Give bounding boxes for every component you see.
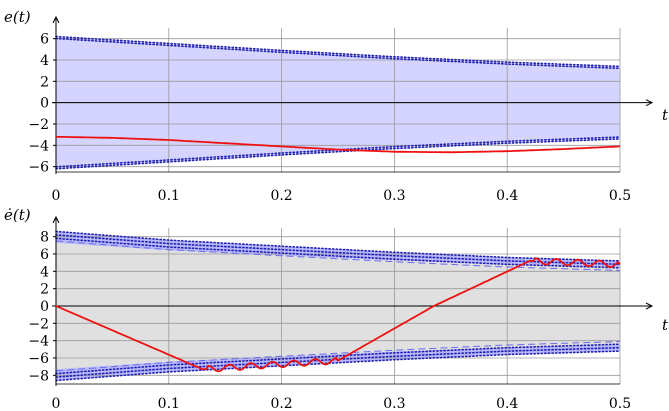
- x-tick-label: 0.3: [383, 396, 405, 411]
- y-tick-label: −4: [28, 334, 49, 350]
- x-axis-arrow: [645, 99, 654, 107]
- band-edge-lower: [55, 138, 621, 170]
- y-tick-label: −2: [28, 117, 49, 133]
- x-tick-label: 0.5: [609, 188, 631, 204]
- y-tick-label: −8: [28, 368, 49, 384]
- band-edge-lower: [55, 343, 621, 375]
- y-tick-label: 2: [40, 282, 49, 298]
- band-edge-dashed-lower: [55, 341, 621, 372]
- band-edge-upper: [55, 234, 621, 266]
- y-axis-label: ė(t): [4, 206, 31, 224]
- x-tick-label: 0: [52, 188, 61, 204]
- y-tick-label: −6: [28, 160, 49, 176]
- x-tick-label: 0.4: [496, 396, 518, 411]
- y-tick-label: 4: [40, 264, 49, 280]
- band-edge-lower: [55, 350, 621, 382]
- x-tick-label: 0.3: [383, 188, 405, 204]
- y-tick-label: −6: [28, 351, 49, 367]
- y-tick-label: 6: [40, 247, 49, 263]
- y-tick-label: 8: [40, 230, 49, 246]
- y-axis-arrow: [52, 15, 60, 24]
- x-tick-label: 0.1: [158, 396, 180, 411]
- panel-e-of-t: −6 −4 −2 0 2 4 6 0 0.1 0.2 0.3 0.4 0.5 e(t) t: [4, 8, 669, 204]
- y-tick-label: 2: [40, 74, 49, 90]
- x-tick-label: 0.1: [158, 188, 180, 204]
- error-trajectory: [56, 135, 621, 154]
- y-tick-label: −4: [28, 138, 49, 154]
- y-tick-label: −2: [28, 316, 49, 332]
- y-tick-label: 0: [40, 299, 49, 315]
- y-tick-label: 0: [40, 96, 49, 112]
- x-tick-label: 0: [52, 396, 61, 411]
- y-axis-label: e(t): [4, 8, 31, 26]
- y-axis-arrow: [52, 215, 60, 224]
- x-tick-label: 0.5: [609, 396, 631, 411]
- error-trajectory: [55, 257, 621, 373]
- band-edge-dashed-upper: [55, 240, 621, 271]
- band-edge-upper: [55, 237, 621, 269]
- band-edge-upper: [55, 35, 621, 68]
- x-axis-arrow: [645, 302, 654, 310]
- y-tick-label: 4: [40, 53, 49, 69]
- x-axis-label: t: [662, 106, 669, 124]
- x-tick-label: 0.4: [496, 188, 518, 204]
- x-tick-label: 0.2: [270, 396, 292, 411]
- x-axis-label: t: [662, 316, 669, 334]
- x-tick-label: 0.2: [270, 188, 292, 204]
- y-tick-label: 6: [40, 32, 49, 48]
- band-edge-upper: [55, 230, 621, 262]
- band-edge-upper: [55, 37, 621, 70]
